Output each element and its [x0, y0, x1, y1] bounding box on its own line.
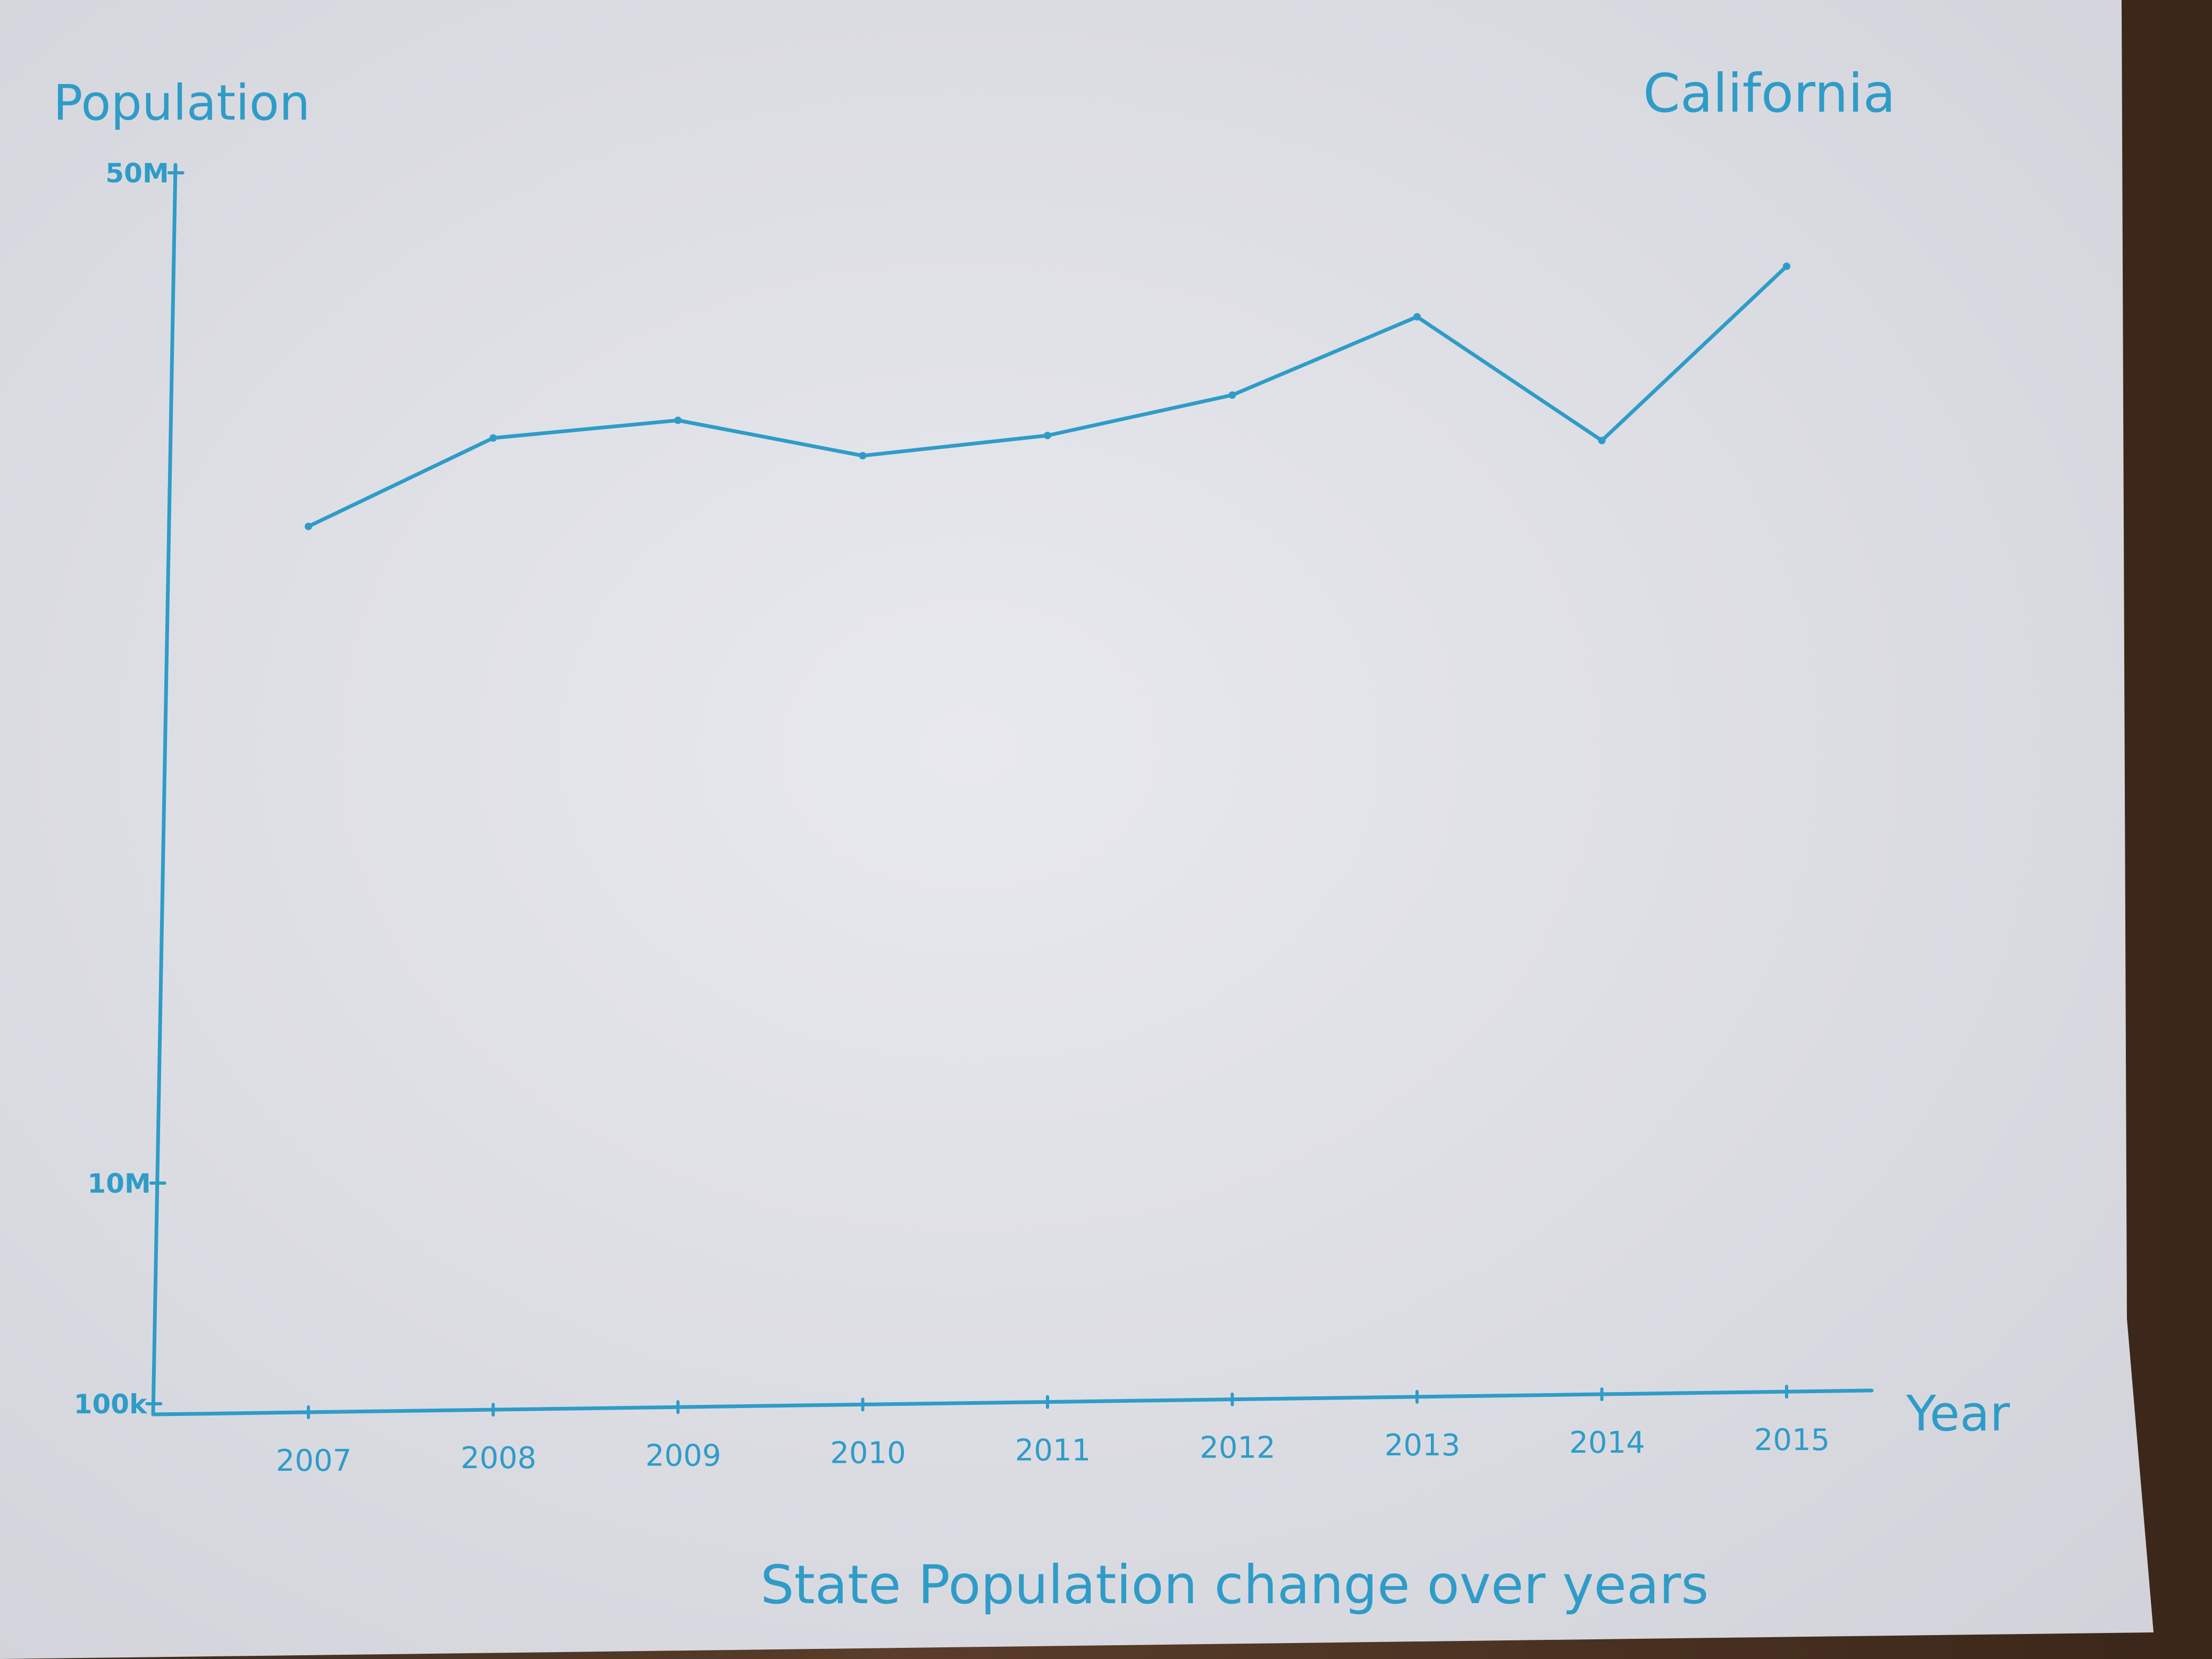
x-tick-label: 2015	[1754, 1423, 1830, 1457]
data-point	[1783, 262, 1790, 270]
chart-title: State Population change over years	[760, 1554, 1708, 1616]
x-tick-label: 2013	[1385, 1428, 1461, 1463]
y-tick-label: 50M	[105, 158, 169, 189]
data-point	[1598, 437, 1606, 445]
x-tick-label: 2012	[1200, 1431, 1276, 1465]
data-point	[1413, 313, 1421, 321]
x-tick-label: 2009	[646, 1438, 722, 1473]
data-point	[674, 416, 682, 424]
y-tick-label: 100k	[74, 1389, 148, 1420]
x-axis	[151, 1388, 1874, 1417]
y-axis-label: Population	[53, 74, 310, 131]
data-point	[305, 523, 312, 530]
y-axis-ticks: 50M 10M 100k	[74, 158, 185, 1420]
series-line-california	[306, 264, 1789, 529]
x-axis-ticks: 2007 2008 2009 2010 2011 2012 2013 2014 2015	[276, 1385, 1830, 1478]
x-tick-label: 2010	[830, 1436, 906, 1470]
data-point	[489, 434, 497, 442]
chart-subtitle: California	[1643, 62, 1896, 124]
data-point	[1044, 432, 1051, 439]
x-axis-label: Year	[1906, 1385, 2010, 1442]
data-point	[1228, 391, 1236, 399]
x-tick-label: 2007	[276, 1444, 352, 1478]
y-tick-label: 10M	[87, 1168, 150, 1199]
x-tick-label: 2011	[1015, 1434, 1091, 1468]
x-tick-label: 2008	[460, 1441, 537, 1476]
data-point	[859, 452, 867, 459]
data-points	[305, 262, 1790, 530]
x-tick-label: 2014	[1569, 1426, 1645, 1460]
y-axis	[151, 163, 178, 1417]
